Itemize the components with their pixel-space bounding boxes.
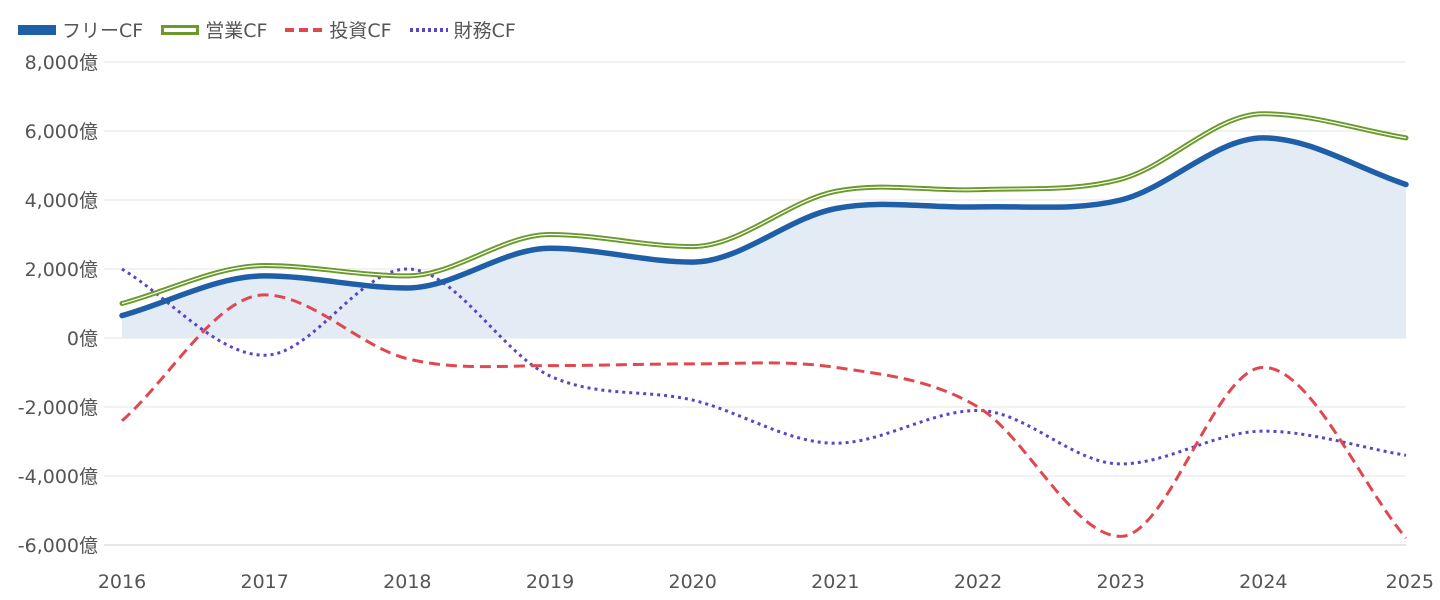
operating-cf-point <box>548 233 552 237</box>
legend-label-free-cf: フリーCF <box>62 20 144 42</box>
x-tick-label: 2023 <box>1096 571 1144 593</box>
investing-cf-point <box>1404 536 1408 540</box>
investing-cf-point <box>976 405 980 409</box>
x-tick-label: 2024 <box>1239 571 1287 593</box>
investing-cf-point <box>120 419 124 423</box>
legend-label-investing-cf: 投資CF <box>329 20 392 42</box>
financing-cf-point <box>263 353 267 357</box>
financing-cf-point <box>548 374 552 378</box>
free-cf-point <box>405 286 409 290</box>
operating-cf-point <box>691 245 695 249</box>
operating-cf-point <box>976 188 980 192</box>
free-cf-point <box>1261 136 1265 140</box>
financing-cf-point <box>120 267 124 271</box>
x-tick-label: 2025 <box>1386 571 1434 593</box>
line-layer <box>119 111 1409 540</box>
free-cf-point <box>120 314 124 318</box>
legend-label-financing-cf: 財務CF <box>453 20 516 42</box>
legend-swatch-investing-cf <box>285 27 324 32</box>
legend-item-operating-cf[interactable]: 営業CF <box>161 16 267 43</box>
free-cf-point <box>833 207 837 211</box>
x-tick-label: 2017 <box>240 571 288 593</box>
free-cf-point <box>691 260 695 264</box>
operating-cf-point <box>120 302 124 306</box>
financing-cf-point <box>1261 429 1265 433</box>
y-tick-label: -4,000億 <box>18 466 98 488</box>
investing-cf-point <box>548 364 552 368</box>
x-tick-label: 2018 <box>383 571 431 593</box>
area-layer <box>122 137 1406 338</box>
investing-cf-point <box>1119 534 1123 538</box>
operating-cf-point <box>833 189 837 193</box>
free-cf-line <box>119 135 1409 319</box>
legend-swatch-free-cf <box>18 24 56 35</box>
financing-cf-point <box>833 441 837 445</box>
x-tick-label: 2020 <box>668 571 716 593</box>
financing-cf-point <box>1404 453 1408 457</box>
investing-cf-line <box>121 293 1408 540</box>
y-tick-label: 8,000億 <box>25 52 98 74</box>
investing-cf-point <box>691 362 695 366</box>
y-axis-ticks: 8,000億 6,000億 4,000億 2,000億 0億 -2,000億 -4,000億… <box>18 52 98 557</box>
y-tick-label: 0億 <box>67 328 98 350</box>
x-axis-ticks: 2016 2017 2018 2019 2020 2021 2022 2023 2024 2025 <box>98 571 1434 593</box>
free-cf-point <box>1404 182 1408 186</box>
y-tick-label: -6,000億 <box>18 535 98 557</box>
y-tick-label: -2,000億 <box>18 397 98 419</box>
operating-cf-line-inner <box>121 113 1407 305</box>
legend-item-free-cf[interactable]: フリーCF <box>18 16 143 43</box>
free-cf-point <box>263 274 267 278</box>
financing-cf-point <box>976 408 980 412</box>
y-tick-label: 6,000億 <box>25 121 98 143</box>
investing-cf-point <box>833 365 837 369</box>
x-tick-label: 2021 <box>811 571 859 593</box>
free-cf-point <box>548 246 552 250</box>
free-cf-point <box>1119 198 1123 202</box>
legend-swatch-operating-cf <box>161 24 200 35</box>
investing-cf-point <box>263 293 267 297</box>
operating-cf-point <box>1261 112 1265 116</box>
legend-swatch-financing-cf <box>409 27 448 32</box>
legend-label-operating-cf: 営業CF <box>205 20 268 42</box>
operating-cf-point <box>1404 136 1408 140</box>
free-cf-area <box>122 137 1406 338</box>
free-cf-point <box>976 205 980 209</box>
y-tick-label: 2,000億 <box>25 259 98 281</box>
operating-cf-point <box>263 264 267 268</box>
financing-cf-point <box>405 267 409 271</box>
financing-cf-point <box>1119 462 1123 466</box>
operating-cf-point <box>1119 177 1123 181</box>
operating-cf-point <box>405 274 409 278</box>
investing-cf-point <box>1261 365 1265 369</box>
y-tick-label: 4,000億 <box>25 190 98 212</box>
x-tick-label: 2016 <box>98 571 146 593</box>
legend-item-investing-cf[interactable]: 投資CF <box>285 16 392 43</box>
x-tick-label: 2019 <box>526 571 574 593</box>
legend-item-financing-cf[interactable]: 財務CF <box>409 16 516 43</box>
investing-cf-point <box>405 357 409 361</box>
x-tick-label: 2022 <box>954 571 1002 593</box>
chart-legend: フリーCF 営業CF 投資CF 財務CF <box>18 16 516 43</box>
financing-cf-point <box>691 398 695 402</box>
